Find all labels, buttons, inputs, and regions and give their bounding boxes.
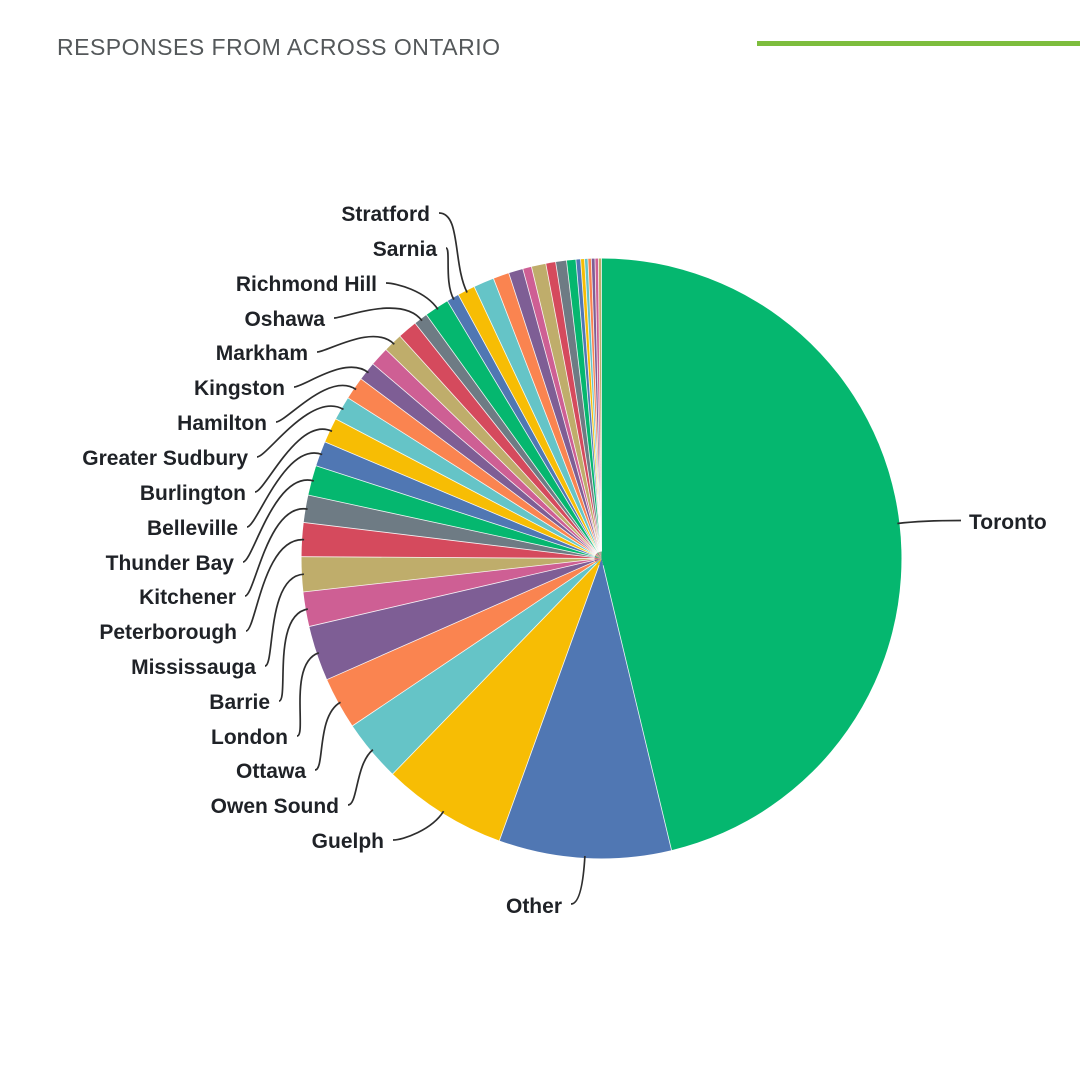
svg-text:Thunder Bay: Thunder Bay xyxy=(106,552,235,575)
svg-text:Markham: Markham xyxy=(216,342,308,365)
svg-text:London: London xyxy=(211,726,288,749)
svg-text:Hamilton: Hamilton xyxy=(177,412,267,435)
svg-text:Toronto: Toronto xyxy=(969,511,1047,534)
svg-text:Other: Other xyxy=(506,895,562,918)
svg-text:Stratford: Stratford xyxy=(341,203,430,226)
svg-text:Barrie: Barrie xyxy=(209,691,270,714)
svg-text:Burlington: Burlington xyxy=(140,482,246,505)
svg-text:Sarnia: Sarnia xyxy=(373,238,438,261)
svg-text:Greater Sudbury: Greater Sudbury xyxy=(82,447,248,470)
svg-text:Belleville: Belleville xyxy=(147,517,238,540)
svg-text:Peterborough: Peterborough xyxy=(99,621,237,644)
svg-text:Ottawa: Ottawa xyxy=(236,760,306,783)
svg-text:Kitchener: Kitchener xyxy=(139,586,236,609)
svg-text:Kingston: Kingston xyxy=(194,377,285,400)
svg-text:Mississauga: Mississauga xyxy=(131,656,256,679)
svg-text:Guelph: Guelph xyxy=(312,830,384,853)
svg-text:Owen Sound: Owen Sound xyxy=(211,795,339,818)
svg-text:Richmond Hill: Richmond Hill xyxy=(236,273,377,296)
svg-text:Oshawa: Oshawa xyxy=(244,308,325,331)
